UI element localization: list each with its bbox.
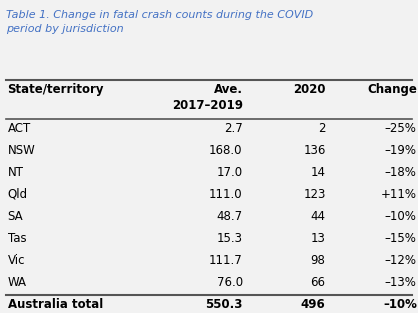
Text: 123: 123 [303,188,326,201]
Text: WA: WA [8,276,27,289]
Text: 66: 66 [311,276,326,289]
Text: –12%: –12% [385,254,417,267]
Text: Australia total: Australia total [8,298,103,310]
Text: State/territory: State/territory [8,83,104,96]
Text: NT: NT [8,166,23,179]
Text: Qld: Qld [8,188,28,201]
Text: 111.7: 111.7 [209,254,243,267]
Text: 17.0: 17.0 [217,166,243,179]
Text: 13: 13 [311,232,326,245]
Text: 136: 136 [303,144,326,157]
Text: 111.0: 111.0 [209,188,243,201]
Text: –13%: –13% [385,276,417,289]
Text: Ave.
2017–2019: Ave. 2017–2019 [172,83,243,112]
Text: 15.3: 15.3 [217,232,243,245]
Text: 44: 44 [311,210,326,223]
Text: –18%: –18% [385,166,417,179]
Text: –10%: –10% [383,298,417,310]
Text: Change: Change [367,83,417,96]
Text: 48.7: 48.7 [217,210,243,223]
Text: 496: 496 [301,298,326,310]
Text: Tas: Tas [8,232,26,245]
Text: 14: 14 [311,166,326,179]
Text: +11%: +11% [381,188,417,201]
Text: –10%: –10% [385,210,417,223]
Text: –19%: –19% [385,144,417,157]
Text: ACT: ACT [8,122,31,135]
Text: 2020: 2020 [293,83,326,96]
Text: 98: 98 [311,254,326,267]
Text: –25%: –25% [385,122,417,135]
Text: 2.7: 2.7 [224,122,243,135]
Text: Table 1. Change in fatal crash counts during the COVID
period by jurisdiction: Table 1. Change in fatal crash counts du… [5,10,313,33]
Text: Vic: Vic [8,254,25,267]
Text: NSW: NSW [8,144,36,157]
Text: SA: SA [8,210,23,223]
Text: 2: 2 [318,122,326,135]
Text: –15%: –15% [385,232,417,245]
Text: 168.0: 168.0 [209,144,243,157]
Text: 76.0: 76.0 [217,276,243,289]
Text: 550.3: 550.3 [205,298,243,310]
